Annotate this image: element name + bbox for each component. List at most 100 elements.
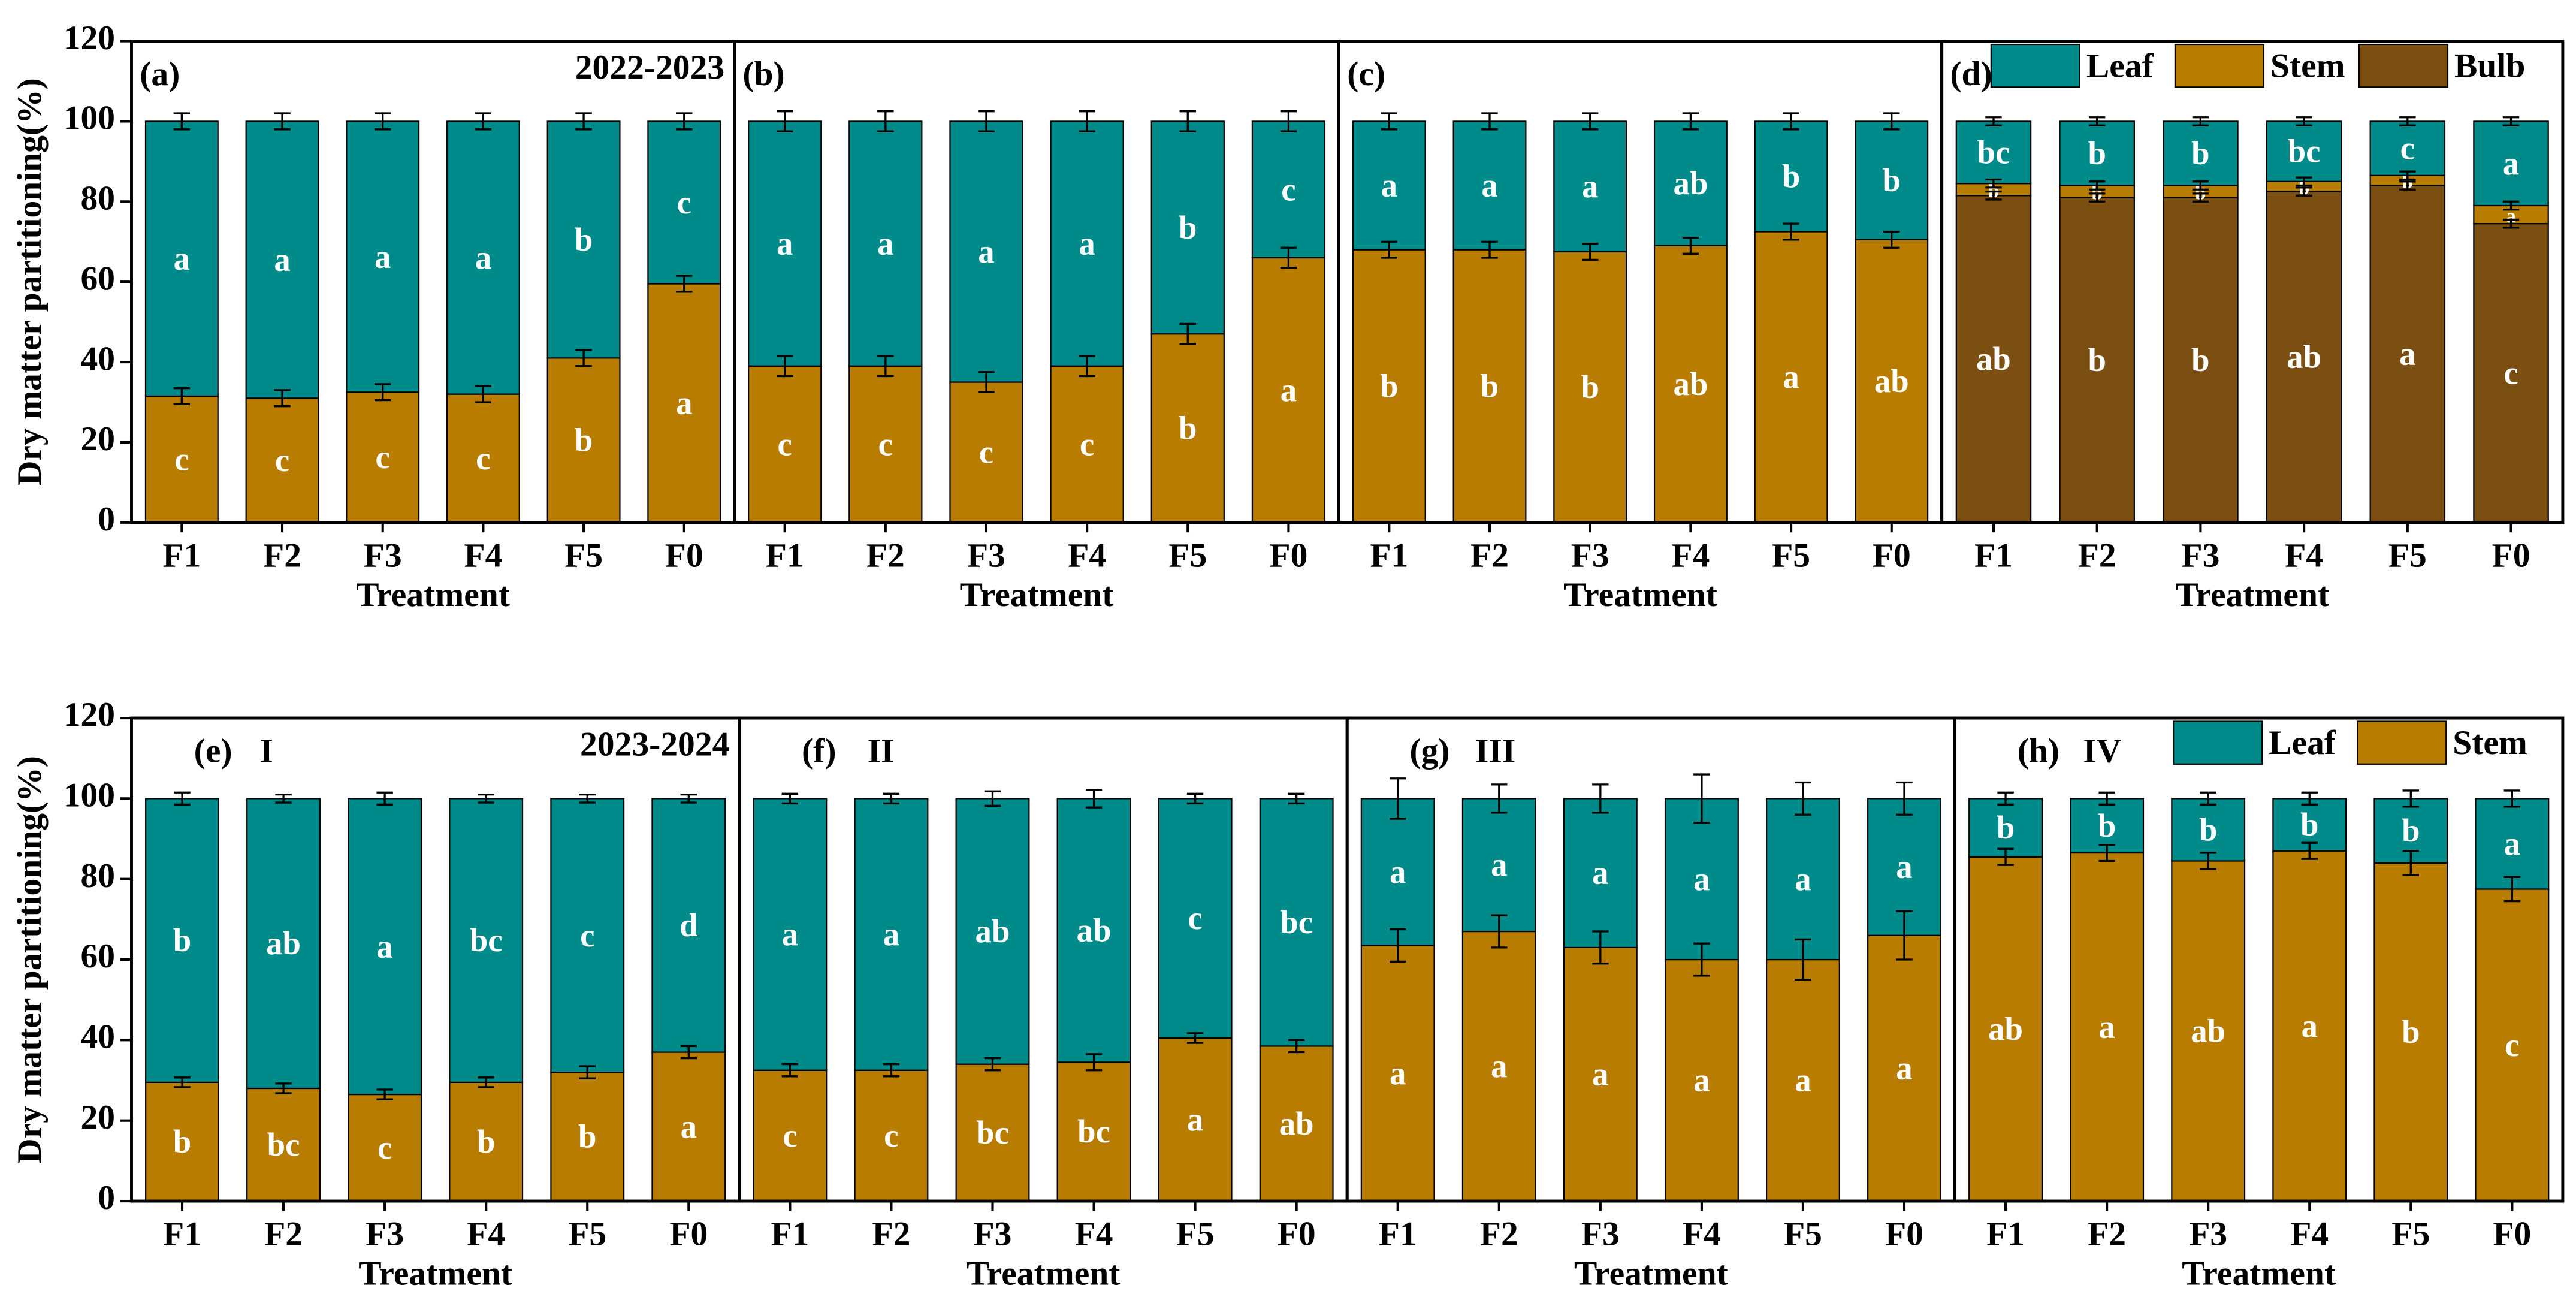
error-bar: [2502, 116, 2520, 126]
significance-letter: a: [1390, 1055, 1406, 1091]
error-bar: [877, 355, 894, 378]
significance-letter: b: [1380, 367, 1398, 404]
bar-segment: [2163, 197, 2239, 523]
x-axis-label: Treatment: [358, 1254, 512, 1292]
significance-letter: a: [2302, 1008, 2318, 1044]
x-tick-label: F1: [163, 1215, 201, 1253]
bar-segment: [848, 120, 923, 367]
bar-segment: [1352, 249, 1426, 523]
plot-frame: [1940, 40, 2565, 524]
x-tick-label: F1: [1370, 536, 1408, 574]
significance-letter: a: [1896, 849, 1912, 885]
x-tick-label: F3: [364, 536, 402, 574]
significance-letter: b: [477, 1123, 495, 1160]
error-bar: [1985, 178, 2002, 189]
bar-segment: [2070, 798, 2145, 854]
bar-segment: [2171, 798, 2246, 862]
error-bar: [680, 794, 697, 804]
legend-swatch: [2357, 720, 2447, 765]
error-bar: [575, 112, 592, 131]
bar-segment: [1553, 120, 1627, 253]
bar-segment: [1452, 249, 1527, 523]
x-tick-label: F3: [2181, 536, 2219, 574]
error-bar: [1985, 190, 2002, 201]
error-bar: [883, 792, 900, 805]
error-bar: [1693, 773, 1710, 824]
error-bar: [2192, 116, 2209, 126]
significance-letter: ab: [1279, 1105, 1314, 1142]
error-bar: [475, 112, 492, 131]
error-bar: [984, 1057, 1001, 1072]
plot-frame: [130, 40, 736, 524]
x-tick-label: F3: [1571, 536, 1609, 574]
group-label: IV: [2083, 732, 2121, 770]
significance-letter: a: [2504, 825, 2520, 862]
error-bar: [2200, 791, 2216, 806]
legend-label: Bulb: [2454, 47, 2525, 85]
error-bar: [1693, 942, 1710, 977]
error-bar: [173, 112, 191, 131]
significance-letter: a: [1281, 372, 1297, 408]
error-bar: [1682, 112, 1699, 131]
error-bar: [274, 112, 291, 131]
x-tick-label: F1: [1986, 1215, 2025, 1253]
x-tick-label: F5: [2388, 536, 2427, 574]
error-bar: [1581, 242, 1599, 261]
significance-letter: c: [677, 184, 691, 221]
bar-segment: [1352, 120, 1426, 251]
x-tick-label: F1: [162, 536, 201, 574]
period-label: 2023-2024: [580, 726, 729, 764]
significance-letter: a: [1795, 1062, 1811, 1099]
significance-letter: a: [1187, 1101, 1203, 1138]
bar-segment: [748, 365, 822, 523]
bar-segment: [1563, 798, 1638, 948]
significance-letter: d: [680, 907, 697, 943]
significance-letter: a: [883, 916, 899, 952]
bar-segment: [550, 798, 625, 1073]
significance-letter: a: [2506, 206, 2515, 227]
significance-letter: ab: [2287, 339, 2321, 375]
x-tick-label: F2: [1470, 536, 1509, 574]
error-bar: [680, 1045, 697, 1060]
significance-letter: a: [978, 233, 994, 270]
bar-segment: [446, 393, 520, 523]
significance-letter: ab: [1976, 340, 2011, 377]
legend-swatch: [2358, 43, 2449, 88]
bar-segment: [651, 798, 726, 1053]
x-axis-label: Treatment: [356, 576, 510, 614]
significance-letter: c: [1281, 171, 1295, 207]
bar-segment: [1158, 798, 1233, 1039]
error-bar: [1883, 230, 1900, 249]
error-bar: [1179, 110, 1196, 132]
bar-segment: [854, 1069, 929, 1202]
significance-letter: a: [777, 225, 793, 262]
panel-label: (f): [802, 732, 836, 770]
significance-letter: ab: [1988, 1011, 2023, 1047]
error-bar: [2301, 791, 2318, 806]
x-tick-label: F2: [872, 1215, 910, 1253]
bar-segment: [748, 120, 822, 367]
bar-segment: [1259, 798, 1334, 1047]
error-bar: [2192, 180, 2209, 191]
significance-letter: b: [1883, 162, 1901, 198]
panel-label: (c): [1347, 55, 1385, 93]
x-tick-label: F2: [2088, 1215, 2126, 1253]
bar-segment: [1955, 195, 2032, 523]
error-bar: [275, 1082, 292, 1094]
bar-segment: [1553, 251, 1627, 523]
significance-letter: b: [1179, 209, 1197, 246]
error-bar: [1085, 1053, 1103, 1072]
error-bar: [2088, 192, 2106, 203]
error-bar: [375, 383, 391, 402]
error-bar: [579, 1065, 596, 1079]
panel-label: (e): [194, 732, 232, 770]
panel-label: (d): [1950, 55, 1992, 93]
x-tick-label: F0: [1885, 1215, 1923, 1253]
significance-letter: a: [1381, 167, 1397, 204]
x-tick-label: F3: [366, 1215, 404, 1253]
bar-segment: [2070, 852, 2145, 1202]
error-bar: [274, 389, 291, 408]
bar-segment: [1452, 120, 1527, 251]
error-bar: [676, 112, 693, 131]
bar-segment: [144, 395, 219, 523]
